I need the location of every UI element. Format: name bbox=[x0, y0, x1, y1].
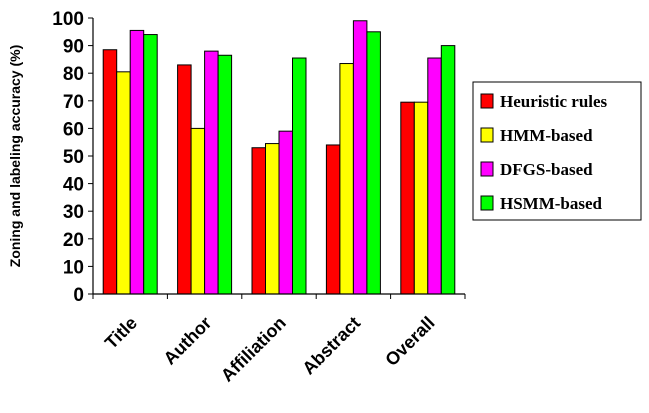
bar-hmm-based-affiliation bbox=[265, 143, 280, 295]
bar-heuristic-rules-affiliation bbox=[251, 147, 266, 295]
x-tick-label: Abstract bbox=[298, 313, 364, 379]
bar-hsmm-based-overall bbox=[440, 45, 456, 295]
bar-dfgs-based-author bbox=[204, 50, 219, 295]
y-tick-label: 20 bbox=[63, 230, 84, 251]
bar-dfgs-based-affiliation bbox=[278, 130, 293, 295]
x-tick-label: Overall bbox=[381, 313, 438, 370]
bar-hsmm-based-author bbox=[217, 54, 233, 295]
legend-label: Heuristic rules bbox=[500, 92, 608, 111]
x-tick-label: Affiliation bbox=[217, 313, 290, 386]
bar-heuristic-rules-abstract bbox=[325, 144, 341, 295]
legend-swatch bbox=[480, 161, 494, 177]
y-tick-label: 90 bbox=[63, 37, 84, 58]
x-axis-ticks: Title Author Affiliation Abstract Overall bbox=[101, 313, 439, 386]
y-tick-label: 10 bbox=[63, 257, 84, 278]
y-tick-label: 70 bbox=[63, 92, 84, 113]
legend-swatch bbox=[480, 127, 494, 143]
bar-hsmm-based-title bbox=[143, 34, 158, 295]
bar-heuristic-rules-overall bbox=[400, 101, 415, 295]
legend-swatch bbox=[480, 93, 494, 109]
legend-label: HMM-based bbox=[500, 126, 593, 145]
y-tick-label: 0 bbox=[73, 285, 84, 306]
y-tick-label: 80 bbox=[63, 64, 84, 85]
y-tick-label: 100 bbox=[52, 9, 84, 30]
bar-dfgs-based-abstract bbox=[352, 20, 368, 295]
bar-hmm-based-abstract bbox=[339, 63, 354, 295]
legend-swatch bbox=[480, 195, 494, 211]
bar-heuristic-rules-author bbox=[177, 64, 192, 295]
y-axis-ticks: 0 10 20 30 40 50 60 70 80 90 100 bbox=[52, 9, 93, 306]
bar-dfgs-based-overall bbox=[427, 57, 442, 295]
bar-hmm-based-overall bbox=[413, 101, 429, 295]
legend-label: HSMM-based bbox=[500, 194, 603, 213]
legend: Heuristic rules HMM-based DFGS-based HSMM-b… bbox=[472, 81, 642, 221]
bar-hmm-based-title bbox=[116, 71, 131, 295]
y-axis-label: Zoning and labeling accuracy (%) bbox=[7, 45, 23, 267]
y-tick-label: 40 bbox=[63, 175, 84, 196]
bar-hsmm-based-affiliation bbox=[292, 57, 307, 295]
x-tick-label: Author bbox=[160, 313, 216, 369]
x-tick-label: Title bbox=[101, 313, 141, 353]
axes bbox=[92, 18, 466, 299]
bar-dfgs-based-title bbox=[129, 29, 145, 295]
legend-box bbox=[472, 81, 642, 221]
bar-hmm-based-author bbox=[190, 127, 206, 295]
bar-hsmm-based-abstract bbox=[366, 31, 381, 295]
y-tick-label: 60 bbox=[63, 119, 84, 140]
bars bbox=[102, 20, 456, 295]
y-tick-label: 50 bbox=[63, 147, 84, 168]
bar-heuristic-rules-title bbox=[102, 49, 118, 295]
y-tick-label: 30 bbox=[63, 202, 84, 223]
legend-label: DFGS-based bbox=[500, 160, 593, 179]
